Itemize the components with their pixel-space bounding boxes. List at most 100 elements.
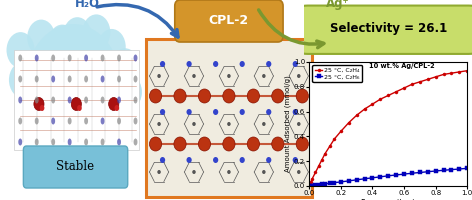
Ellipse shape xyxy=(115,105,119,111)
Ellipse shape xyxy=(297,122,301,126)
25 °C, C₂H₆ xyxy=(362,178,367,180)
25 °C, C₂H₄ xyxy=(319,159,325,161)
25 °C, C₂H₄ xyxy=(448,72,454,74)
25 °C, C₂H₆ xyxy=(354,179,360,181)
25 °C, C₂H₄ xyxy=(433,76,438,78)
Ellipse shape xyxy=(227,170,231,174)
Ellipse shape xyxy=(7,32,34,68)
Ellipse shape xyxy=(51,138,55,146)
Ellipse shape xyxy=(247,137,260,151)
25 °C, C₂H₄ xyxy=(385,94,391,97)
Ellipse shape xyxy=(157,170,161,174)
Ellipse shape xyxy=(34,98,44,110)
Ellipse shape xyxy=(67,97,72,104)
25 °C, C₂H₆ xyxy=(393,174,399,176)
Ellipse shape xyxy=(293,61,298,67)
Ellipse shape xyxy=(84,75,88,82)
Ellipse shape xyxy=(98,93,126,129)
Ellipse shape xyxy=(35,75,39,82)
25 °C, C₂H₆ xyxy=(433,170,438,172)
Ellipse shape xyxy=(134,138,137,146)
Ellipse shape xyxy=(297,74,301,78)
25 °C, C₂H₆ xyxy=(312,184,318,186)
Ellipse shape xyxy=(296,89,308,103)
Ellipse shape xyxy=(293,109,298,115)
25 °C, C₂H₄ xyxy=(308,181,313,183)
Line: 25 °C, C₂H₆: 25 °C, C₂H₆ xyxy=(308,167,469,188)
25 °C, C₂H₄ xyxy=(464,69,470,72)
Ellipse shape xyxy=(262,122,266,126)
Ellipse shape xyxy=(65,150,93,186)
25 °C, C₂H₄ xyxy=(362,108,367,110)
25 °C, C₂H₄ xyxy=(322,153,328,155)
25 °C, C₂H₄ xyxy=(316,165,321,167)
25 °C, C₂H₆ xyxy=(378,176,383,178)
Ellipse shape xyxy=(35,138,39,146)
25 °C, C₂H₄ xyxy=(346,122,352,124)
Ellipse shape xyxy=(134,97,137,104)
Legend: 25 °C, C₂H₄, 25 °C, C₂H₆: 25 °C, C₂H₄, 25 °C, C₂H₆ xyxy=(312,65,362,82)
Ellipse shape xyxy=(84,97,88,104)
Ellipse shape xyxy=(227,74,231,78)
Ellipse shape xyxy=(150,89,162,103)
Ellipse shape xyxy=(262,170,266,174)
25 °C, C₂H₄ xyxy=(456,71,462,73)
25 °C, C₂H₆ xyxy=(322,183,328,185)
Ellipse shape xyxy=(67,54,72,62)
Ellipse shape xyxy=(35,54,39,62)
Ellipse shape xyxy=(101,54,104,62)
Ellipse shape xyxy=(174,89,186,103)
Ellipse shape xyxy=(296,137,308,151)
X-axis label: Pressure (bar): Pressure (bar) xyxy=(361,199,415,200)
25 °C, C₂H₄ xyxy=(417,81,423,83)
25 °C, C₂H₄ xyxy=(441,73,447,76)
Ellipse shape xyxy=(51,97,55,104)
Ellipse shape xyxy=(293,157,298,163)
25 °C, C₂H₆ xyxy=(448,168,454,171)
Ellipse shape xyxy=(51,54,55,62)
Ellipse shape xyxy=(192,74,196,78)
25 °C, C₂H₄ xyxy=(393,91,399,93)
Ellipse shape xyxy=(134,118,137,124)
25 °C, C₂H₆ xyxy=(417,171,423,174)
Ellipse shape xyxy=(174,137,186,151)
25 °C, C₂H₆ xyxy=(464,167,470,169)
25 °C, C₂H₆ xyxy=(332,181,337,184)
Ellipse shape xyxy=(198,89,211,103)
Ellipse shape xyxy=(240,109,245,115)
Ellipse shape xyxy=(160,109,165,115)
Ellipse shape xyxy=(18,118,22,124)
25 °C, C₂H₆ xyxy=(327,182,333,184)
Ellipse shape xyxy=(186,61,192,67)
Ellipse shape xyxy=(18,138,22,146)
Ellipse shape xyxy=(98,29,126,65)
Ellipse shape xyxy=(240,61,245,67)
Ellipse shape xyxy=(35,97,39,104)
25 °C, C₂H₄ xyxy=(370,103,375,105)
Ellipse shape xyxy=(192,170,196,174)
Ellipse shape xyxy=(223,89,235,103)
Ellipse shape xyxy=(35,118,39,124)
Ellipse shape xyxy=(101,75,104,82)
Ellipse shape xyxy=(114,74,142,110)
Ellipse shape xyxy=(160,157,165,163)
25 °C, C₂H₆ xyxy=(308,185,313,187)
25 °C, C₂H₆ xyxy=(409,172,415,174)
25 °C, C₂H₆ xyxy=(310,184,315,187)
Ellipse shape xyxy=(82,14,110,50)
Ellipse shape xyxy=(134,75,137,82)
FancyBboxPatch shape xyxy=(14,50,139,150)
25 °C, C₂H₆ xyxy=(346,180,352,182)
25 °C, C₂H₆ xyxy=(319,183,325,185)
25 °C, C₂H₆ xyxy=(385,175,391,177)
FancyArrowPatch shape xyxy=(97,5,178,37)
Ellipse shape xyxy=(111,48,139,84)
Ellipse shape xyxy=(25,24,121,148)
Ellipse shape xyxy=(117,97,121,104)
FancyArrowPatch shape xyxy=(259,10,324,48)
Line: 25 °C, C₂H₄: 25 °C, C₂H₄ xyxy=(308,69,469,188)
Ellipse shape xyxy=(45,136,74,172)
25 °C, C₂H₆ xyxy=(370,177,375,179)
25 °C, C₂H₆ xyxy=(316,184,321,186)
Ellipse shape xyxy=(48,25,76,61)
